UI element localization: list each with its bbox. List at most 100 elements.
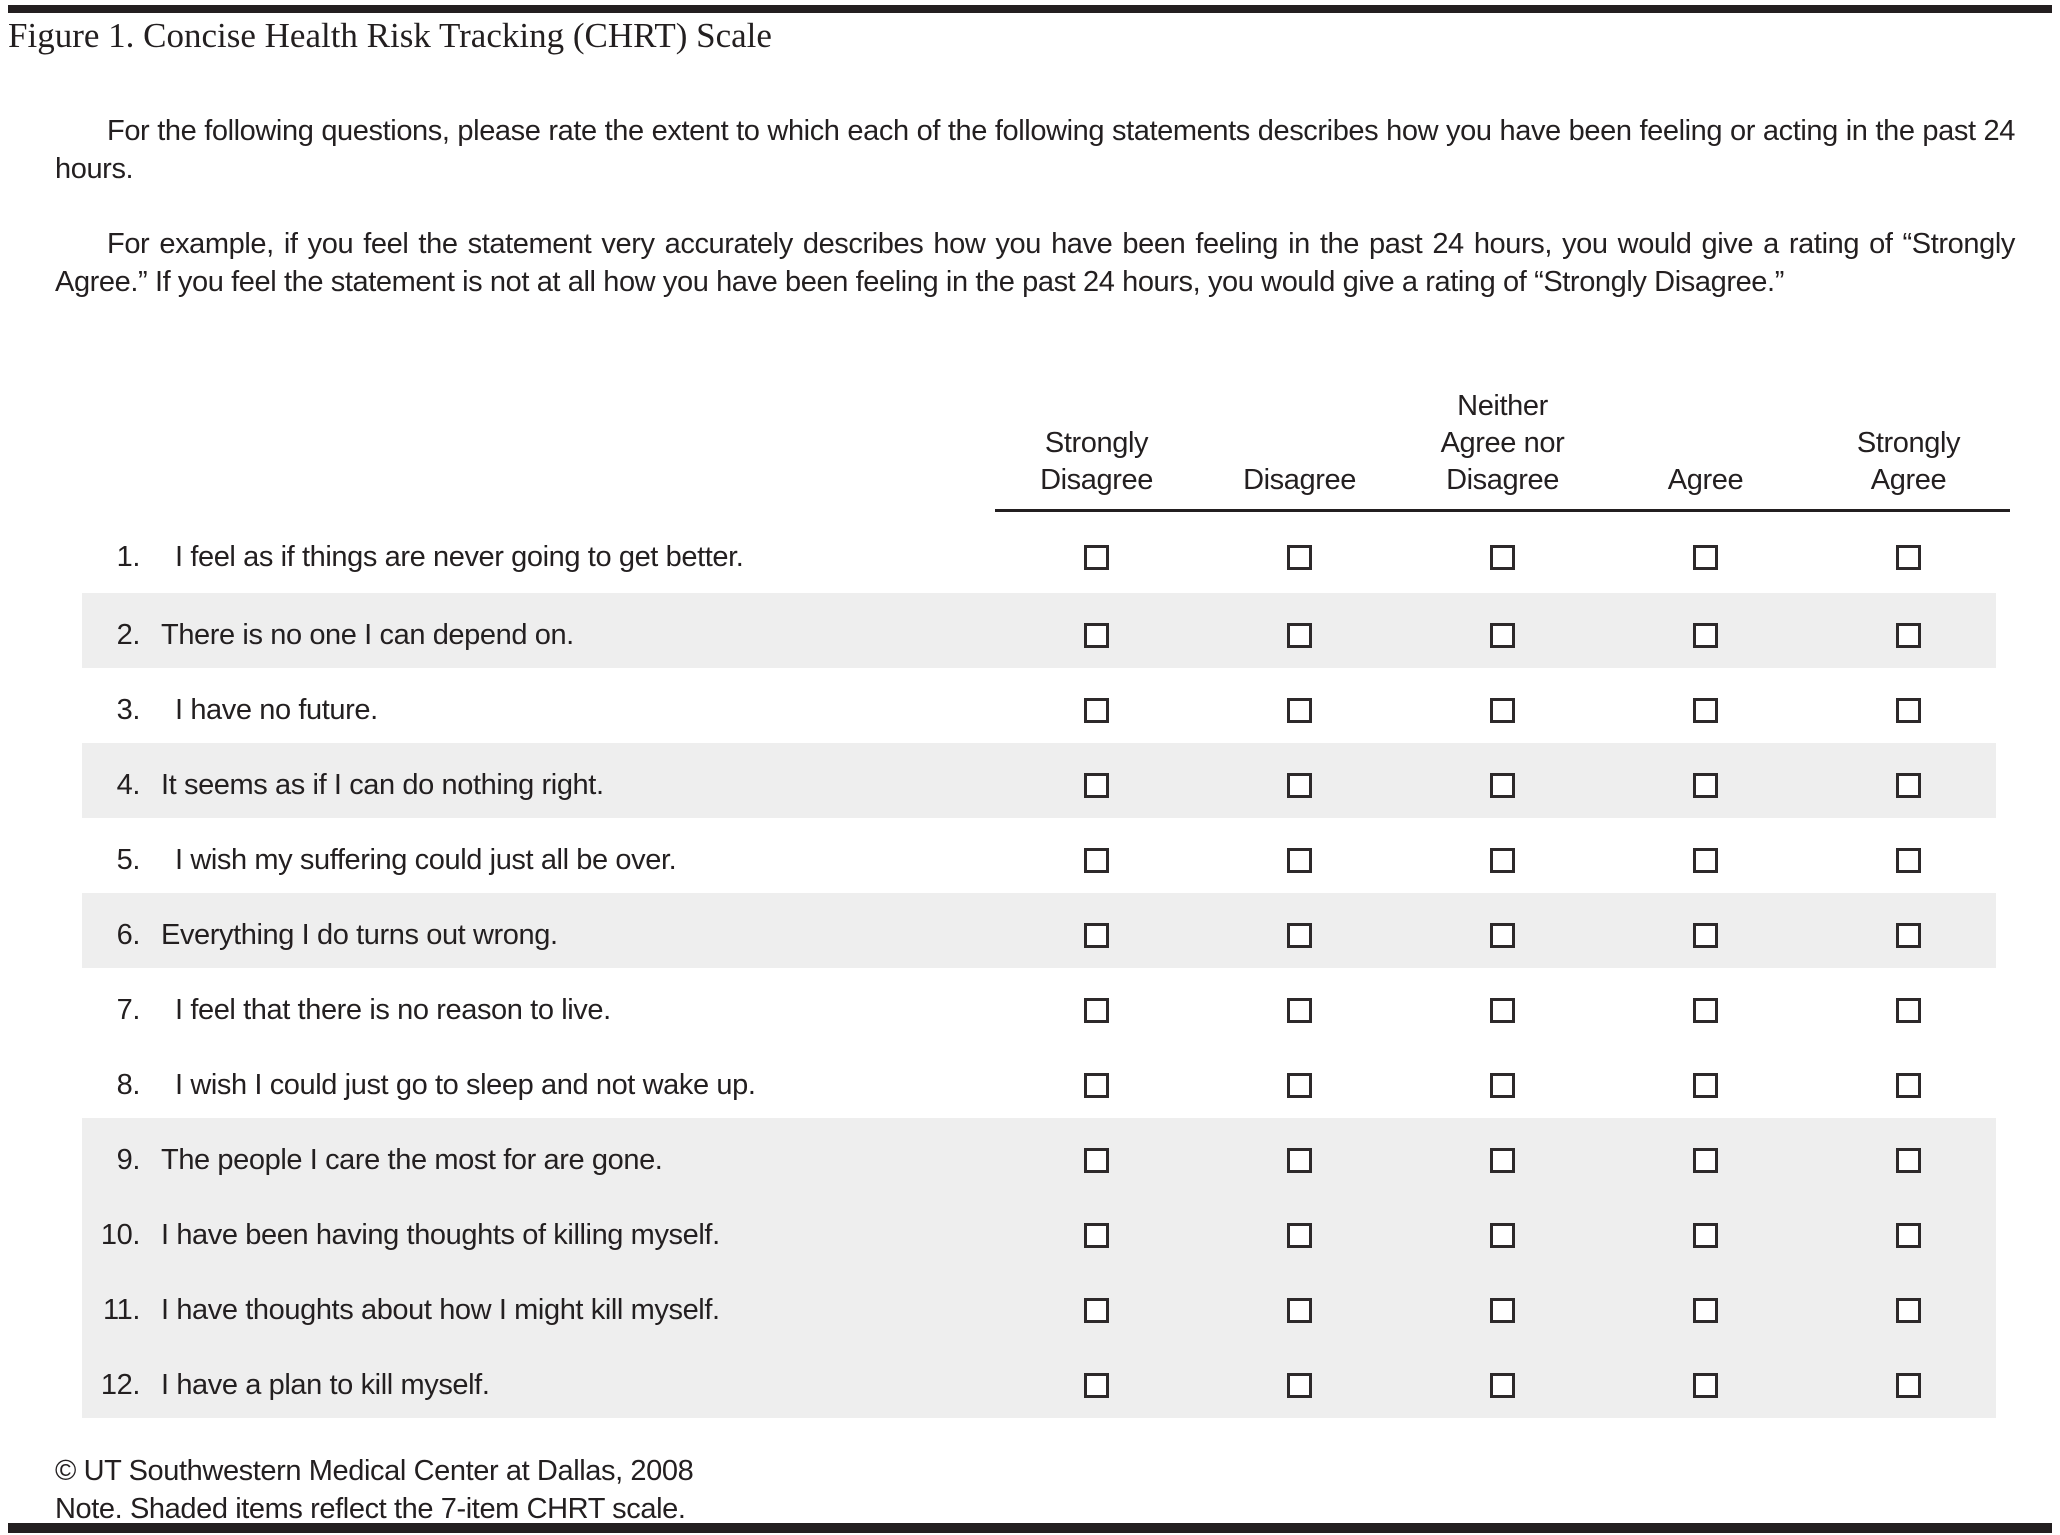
answer-checkbox[interactable]: [1287, 848, 1312, 873]
answer-checkbox[interactable]: [1896, 545, 1921, 570]
answer-checkbox[interactable]: [1287, 545, 1312, 570]
answer-checkbox[interactable]: [1693, 1298, 1718, 1323]
answer-cell: [1604, 848, 1807, 873]
answer-checkbox[interactable]: [1287, 1073, 1312, 1098]
answer-checkbox[interactable]: [1693, 848, 1718, 873]
answer-checkbox[interactable]: [1896, 1148, 1921, 1173]
answer-checkbox[interactable]: [1693, 923, 1718, 948]
answer-checkbox[interactable]: [1287, 1298, 1312, 1323]
scale-option-header: Strongly Agree: [1807, 425, 2010, 499]
answer-checkbox[interactable]: [1084, 623, 1109, 648]
answer-checkbox[interactable]: [1084, 1298, 1109, 1323]
answer-checkbox[interactable]: [1084, 998, 1109, 1023]
answer-checkbox[interactable]: [1084, 1223, 1109, 1248]
answer-checkbox[interactable]: [1490, 698, 1515, 723]
answer-checkbox[interactable]: [1084, 1148, 1109, 1173]
item-number: 7.: [116, 994, 141, 1026]
answer-checkbox[interactable]: [1084, 773, 1109, 798]
answer-cell: [1604, 1073, 1807, 1098]
scale-option-header-line: Agree: [1667, 464, 1744, 496]
item-number: 5.: [116, 844, 141, 876]
answer-checkbox[interactable]: [1896, 848, 1921, 873]
item-statement: 5. I wish my suffering could just all be …: [82, 844, 995, 877]
note-line: Note. Shaded items reflect the 7-item CH…: [55, 1493, 686, 1525]
answer-checkbox[interactable]: [1490, 848, 1515, 873]
answer-checkbox[interactable]: [1287, 623, 1312, 648]
answer-checkbox[interactable]: [1896, 923, 1921, 948]
answer-checkbox[interactable]: [1287, 698, 1312, 723]
answer-checkbox[interactable]: [1490, 545, 1515, 570]
instructions-paragraph-2: For example, if you feel the statement v…: [55, 228, 2015, 298]
answer-cell: [1604, 698, 1807, 723]
answer-checkbox[interactable]: [1084, 848, 1109, 873]
instructions: For the following questions, please rate…: [55, 112, 2015, 301]
answer-checkbox[interactable]: [1490, 1298, 1515, 1323]
answer-cell: [1401, 773, 1604, 798]
answer-checkbox[interactable]: [1084, 545, 1109, 570]
answer-checkbox[interactable]: [1693, 623, 1718, 648]
answer-checkbox[interactable]: [1693, 1223, 1718, 1248]
answer-checkbox[interactable]: [1287, 1148, 1312, 1173]
item-row: 12. I have a plan to kill myself.: [82, 1343, 2010, 1418]
item-row: 2. There is no one I can depend on.: [82, 593, 2010, 668]
answer-checkbox[interactable]: [1490, 1073, 1515, 1098]
answer-cell: [995, 1373, 1198, 1398]
answer-checkbox[interactable]: [1693, 1148, 1718, 1173]
answer-cell: [1401, 848, 1604, 873]
answer-checkbox[interactable]: [1084, 923, 1109, 948]
answer-cell: [1401, 998, 1604, 1023]
answer-checkbox[interactable]: [1693, 1373, 1718, 1398]
answer-cell: [1807, 545, 2010, 570]
item-statement: 8. I wish I could just go to sleep and no…: [82, 1069, 995, 1102]
answer-checkbox[interactable]: [1896, 623, 1921, 648]
answer-cell: [1604, 1298, 1807, 1323]
answer-cell: [995, 998, 1198, 1023]
header-rule: [995, 509, 2010, 512]
answer-checkbox[interactable]: [1693, 773, 1718, 798]
item-number: 2.: [116, 619, 141, 651]
item-row: 5. I wish my suffering could just all be …: [82, 818, 2010, 893]
answer-checkbox[interactable]: [1084, 1373, 1109, 1398]
answer-checkbox[interactable]: [1896, 773, 1921, 798]
answer-checkbox[interactable]: [1287, 998, 1312, 1023]
item-number: 6.: [116, 919, 141, 951]
answer-cell: [1198, 1223, 1401, 1248]
answer-cell: [995, 545, 1198, 570]
answer-checkbox[interactable]: [1490, 1223, 1515, 1248]
answer-checkbox[interactable]: [1084, 698, 1109, 723]
answer-checkbox[interactable]: [1896, 698, 1921, 723]
answer-cell: [1198, 923, 1401, 948]
scale-option-header-line: Agree nor: [1440, 427, 1565, 459]
answer-checkbox[interactable]: [1693, 545, 1718, 570]
answer-checkbox[interactable]: [1896, 1223, 1921, 1248]
answer-checkbox[interactable]: [1287, 1373, 1312, 1398]
answer-checkbox[interactable]: [1287, 1223, 1312, 1248]
answer-cell: [995, 698, 1198, 723]
answer-checkbox[interactable]: [1490, 1148, 1515, 1173]
answer-checkbox[interactable]: [1693, 1073, 1718, 1098]
item-statement: 12. I have a plan to kill myself.: [82, 1369, 995, 1402]
answer-checkbox[interactable]: [1490, 923, 1515, 948]
item-row: 10. I have been having thoughts of killin…: [82, 1193, 2010, 1268]
answer-checkbox[interactable]: [1896, 1373, 1921, 1398]
answer-checkbox[interactable]: [1287, 923, 1312, 948]
answer-checkbox[interactable]: [1287, 773, 1312, 798]
answer-checkbox[interactable]: [1693, 998, 1718, 1023]
answer-checkbox[interactable]: [1896, 998, 1921, 1023]
answer-cell: [1807, 848, 2010, 873]
answer-checkbox[interactable]: [1490, 773, 1515, 798]
answer-checkbox[interactable]: [1896, 1073, 1921, 1098]
answer-cell: [1198, 1298, 1401, 1323]
answer-checkbox[interactable]: [1490, 1373, 1515, 1398]
answer-checkbox[interactable]: [1490, 623, 1515, 648]
figure-title: Figure 1. Concise Health Risk Tracking (…: [8, 16, 772, 55]
answer-checkbox[interactable]: [1084, 1073, 1109, 1098]
item-statement: 9. The people I care the most for are gon…: [82, 1144, 995, 1177]
answer-cell: [1401, 1223, 1604, 1248]
item-statement: 11. I have thoughts about how I might kil…: [82, 1294, 995, 1327]
answer-checkbox[interactable]: [1896, 1298, 1921, 1323]
answer-checkbox[interactable]: [1693, 698, 1718, 723]
item-number: 3.: [116, 694, 141, 726]
answer-checkbox[interactable]: [1490, 998, 1515, 1023]
